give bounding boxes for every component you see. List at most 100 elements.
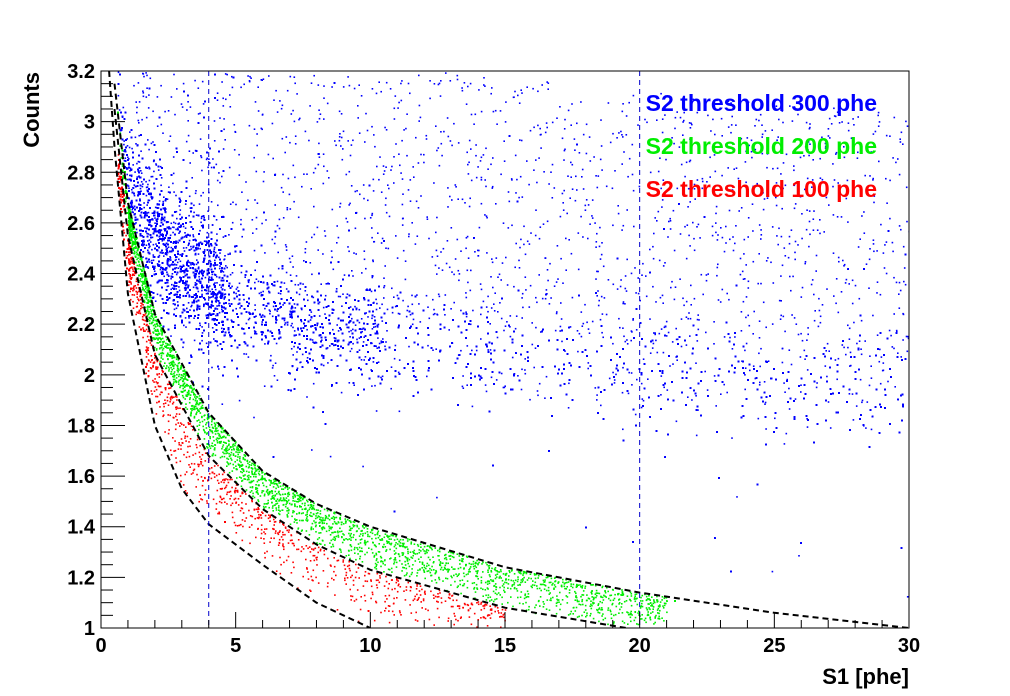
scatter-point xyxy=(263,485,265,487)
scatter-point xyxy=(352,596,354,598)
scatter-point xyxy=(313,505,315,507)
scatter-point xyxy=(220,496,222,498)
scatter-point xyxy=(356,571,358,573)
scatter-point xyxy=(394,546,396,548)
scatter-point xyxy=(372,592,374,594)
scatter-point xyxy=(257,481,259,483)
scatter-point xyxy=(159,342,161,344)
scatter-point xyxy=(165,389,167,391)
scatter-point xyxy=(120,208,122,210)
scatter-point xyxy=(274,495,276,497)
scatter-point xyxy=(607,624,609,626)
scatter-point xyxy=(343,559,345,561)
scatter-point xyxy=(480,603,482,605)
scatter-point xyxy=(455,573,457,575)
scatter-point xyxy=(162,410,164,412)
scatter-point xyxy=(503,617,505,619)
scatter-point xyxy=(383,571,385,573)
scatter-point xyxy=(384,601,386,603)
scatter-point xyxy=(389,622,391,624)
scatter-point xyxy=(238,498,240,500)
scatter-point xyxy=(382,561,384,563)
scatter-point xyxy=(385,546,387,548)
scatter-point xyxy=(129,281,131,283)
scatter-point xyxy=(267,500,269,502)
scatter-point xyxy=(389,569,391,571)
scatter-point xyxy=(322,522,324,524)
scatter-point xyxy=(180,445,182,447)
scatter-point xyxy=(234,522,236,524)
scatter-point xyxy=(424,571,426,573)
scatter-point xyxy=(499,576,501,578)
scatter-point xyxy=(272,528,274,530)
scatter-point xyxy=(288,542,290,544)
scatter-point xyxy=(178,383,180,385)
scatter-point xyxy=(247,463,249,465)
scatter-point xyxy=(162,332,164,334)
scatter-point xyxy=(202,465,204,467)
scatter-point xyxy=(312,580,314,582)
scatter-point xyxy=(187,436,189,438)
scatter-point xyxy=(448,597,450,599)
scatter-point xyxy=(278,534,280,536)
scatter-point xyxy=(168,393,170,395)
scatter-point xyxy=(481,577,483,579)
scatter-point xyxy=(376,580,378,582)
scatter-point xyxy=(637,604,639,606)
scatter-point xyxy=(374,534,376,536)
scatter-point xyxy=(256,509,258,511)
scatter-point xyxy=(358,577,360,579)
scatter-point xyxy=(453,568,455,570)
scatter-point xyxy=(305,559,307,561)
scatter-point xyxy=(221,481,223,483)
scatter-point xyxy=(204,494,206,496)
scatter-point xyxy=(552,597,554,599)
scatter-point xyxy=(212,472,214,474)
scatter-point xyxy=(195,400,197,402)
scatter-point xyxy=(490,609,492,611)
scatter-point xyxy=(462,607,464,609)
scatter-point xyxy=(120,188,122,190)
scatter-point xyxy=(261,511,263,513)
scatter-point xyxy=(423,565,425,567)
scatter-point xyxy=(417,544,419,546)
scatter-point xyxy=(354,600,356,602)
scatter-point xyxy=(521,591,523,593)
scatter-point xyxy=(226,503,228,505)
scatter-point xyxy=(468,610,470,612)
scatter-point xyxy=(396,566,398,568)
scatter-point xyxy=(543,601,545,603)
scatter-point xyxy=(301,551,303,553)
scatter-point xyxy=(235,443,237,445)
scatter-point xyxy=(331,540,333,542)
scatter-point xyxy=(351,528,353,530)
scatter-point xyxy=(652,611,654,613)
scatter-point xyxy=(433,594,435,596)
scatter-point xyxy=(224,449,226,451)
scatter-point xyxy=(234,499,236,501)
scatter-point xyxy=(455,619,457,621)
scatter-point xyxy=(634,598,636,600)
scatter-point xyxy=(292,512,294,514)
scatter-point xyxy=(591,596,593,598)
scatter-point xyxy=(145,373,147,375)
scatter-point xyxy=(153,381,155,383)
scatter-point xyxy=(488,594,490,596)
scatter-point xyxy=(385,595,387,597)
scatter-point xyxy=(522,581,524,583)
scatter-point xyxy=(406,568,408,570)
scatter-point xyxy=(221,456,223,458)
scatter-point xyxy=(196,413,198,415)
scatter-point xyxy=(421,589,423,591)
scatter-point xyxy=(311,576,313,578)
scatter-point xyxy=(497,610,499,612)
scatter-point xyxy=(179,444,181,446)
scatter-point xyxy=(175,416,177,418)
scatter-point xyxy=(602,613,604,615)
scatter-point xyxy=(149,332,151,334)
scatter-point xyxy=(211,467,213,469)
scatter-point xyxy=(214,423,216,425)
scatter-point xyxy=(582,604,584,606)
scatter-point xyxy=(572,613,574,615)
scatter-point xyxy=(505,609,507,611)
